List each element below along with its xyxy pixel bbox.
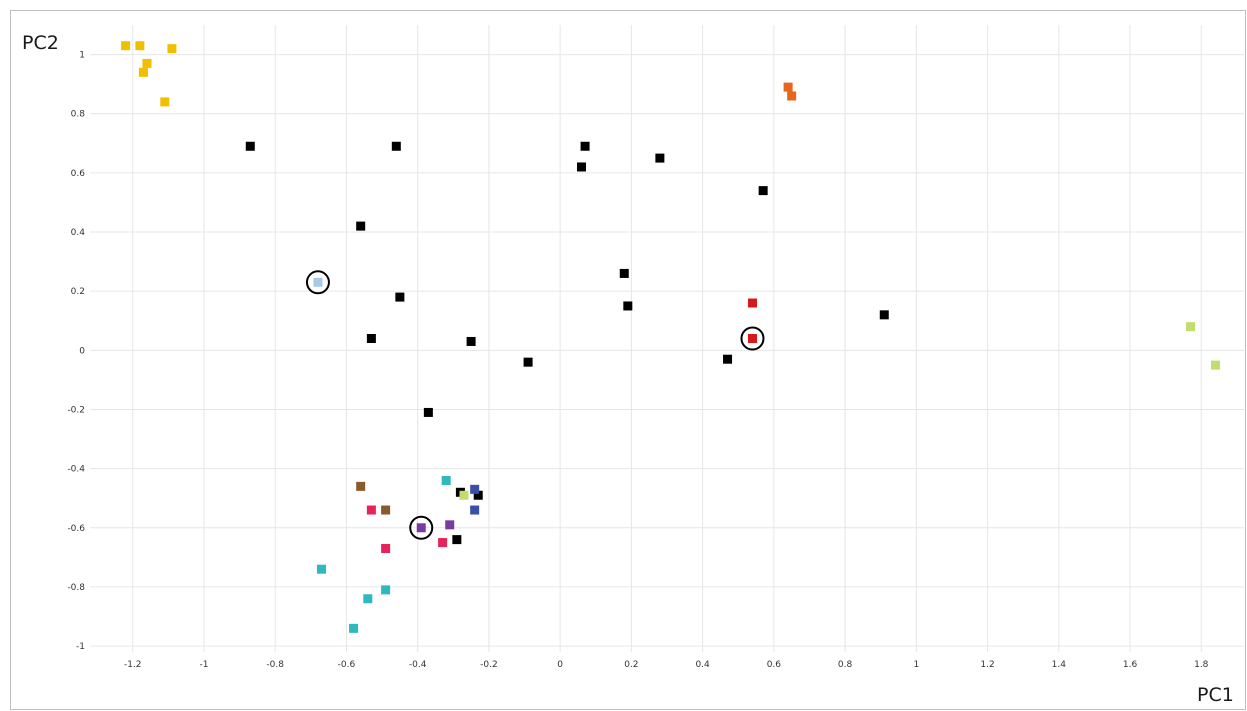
highlight-circle xyxy=(305,270,330,295)
data-point xyxy=(356,481,366,491)
y-tick-label: 0.8 xyxy=(71,110,86,120)
data-point xyxy=(160,97,170,107)
x-axis-title: PC1 xyxy=(1197,684,1234,706)
data-point xyxy=(313,277,323,287)
data-point xyxy=(423,407,433,417)
data-point xyxy=(167,44,177,54)
data-point xyxy=(138,67,148,77)
data-point xyxy=(395,292,405,302)
data-points xyxy=(121,41,1221,633)
data-point xyxy=(655,153,665,163)
y-tick-label: 0.6 xyxy=(71,169,86,179)
data-point xyxy=(473,490,483,500)
y-tick-label: 1 xyxy=(79,51,85,61)
data-point xyxy=(391,141,401,151)
chart-frame: -1.2 -1 -0.8 -0.6 -0.4 -0.2 0 0.2 0.4 0.6 0.8 1 1.2 1… xyxy=(10,10,1246,710)
data-point xyxy=(363,594,373,604)
data-point xyxy=(381,585,391,595)
data-point xyxy=(1186,322,1196,332)
x-tick-label: 0.2 xyxy=(624,660,638,670)
data-point xyxy=(523,357,533,367)
data-point xyxy=(121,41,131,51)
y-tick-label: -1 xyxy=(76,642,85,652)
highlight-circle xyxy=(409,515,434,540)
y-tick-label: -0.2 xyxy=(67,405,85,415)
scatter-plot: -1.2 -1 -0.8 -0.6 -0.4 -0.2 0 0.2 0.4 0.6 0.8 1 1.2 1… xyxy=(22,25,1244,706)
data-point xyxy=(619,268,629,278)
data-point xyxy=(441,475,451,485)
data-point xyxy=(366,505,376,515)
x-tick-label: 1.8 xyxy=(1194,660,1209,670)
x-tick-label: 0.4 xyxy=(695,660,710,670)
x-tick-label: 1.4 xyxy=(1052,660,1067,670)
data-point xyxy=(381,543,391,553)
y-tick-label: 0.2 xyxy=(71,287,85,297)
data-point xyxy=(317,564,327,574)
data-point xyxy=(416,523,426,533)
x-tick-label: -1.2 xyxy=(124,660,142,670)
x-tick-labels: -1.2 -1 -0.8 -0.6 -0.4 -0.2 0 0.2 0.4 0.6 0.8 1 1.2 1… xyxy=(124,660,1209,670)
data-point xyxy=(1211,360,1221,370)
y-tick-label: 0 xyxy=(79,346,85,356)
data-point xyxy=(366,334,376,343)
data-point xyxy=(135,41,145,51)
x-tick-label: -0.4 xyxy=(409,660,427,670)
y-tick-labels: 1 0.8 0.6 0.4 0.2 0 -0.2 -0.4 -0.6 -0.8 -1 xyxy=(67,51,85,653)
data-point xyxy=(459,490,469,500)
x-tick-label: -0.2 xyxy=(480,660,498,670)
x-tick-label: 0.8 xyxy=(838,660,853,670)
x-tick-label: -0.6 xyxy=(338,660,356,670)
data-point xyxy=(356,221,366,231)
grid-lines xyxy=(90,25,1244,652)
data-point xyxy=(142,58,152,68)
data-point xyxy=(466,336,476,346)
x-tick-label: -0.8 xyxy=(266,660,284,670)
x-tick-label: -1 xyxy=(199,660,208,670)
data-point xyxy=(580,141,590,151)
data-point xyxy=(879,310,889,320)
data-point xyxy=(747,298,757,308)
data-point xyxy=(723,354,733,364)
y-tick-label: -0.6 xyxy=(67,524,85,534)
data-point xyxy=(787,91,797,101)
data-point xyxy=(438,538,448,548)
x-tick-label: 1 xyxy=(913,660,919,670)
data-point xyxy=(758,186,768,196)
data-point xyxy=(245,141,255,151)
x-tick-label: 0.6 xyxy=(767,660,782,670)
x-tick-label: 1.6 xyxy=(1123,660,1138,670)
y-axis-title: PC2 xyxy=(22,32,59,54)
y-tick-label: 0.4 xyxy=(71,228,86,238)
data-point xyxy=(783,82,793,92)
data-point xyxy=(452,535,462,545)
x-tick-label: 0 xyxy=(557,660,563,670)
data-point xyxy=(445,520,455,530)
y-tick-label: -0.4 xyxy=(67,465,85,475)
data-point xyxy=(381,505,391,515)
x-tick-label: 1.2 xyxy=(980,660,994,670)
y-tick-label: -0.8 xyxy=(67,583,85,593)
data-point xyxy=(470,505,480,515)
highlight-circle xyxy=(740,326,765,351)
data-point xyxy=(470,484,480,494)
data-point xyxy=(623,301,633,311)
data-point xyxy=(349,623,359,633)
data-point xyxy=(577,162,587,172)
data-point xyxy=(747,334,757,343)
